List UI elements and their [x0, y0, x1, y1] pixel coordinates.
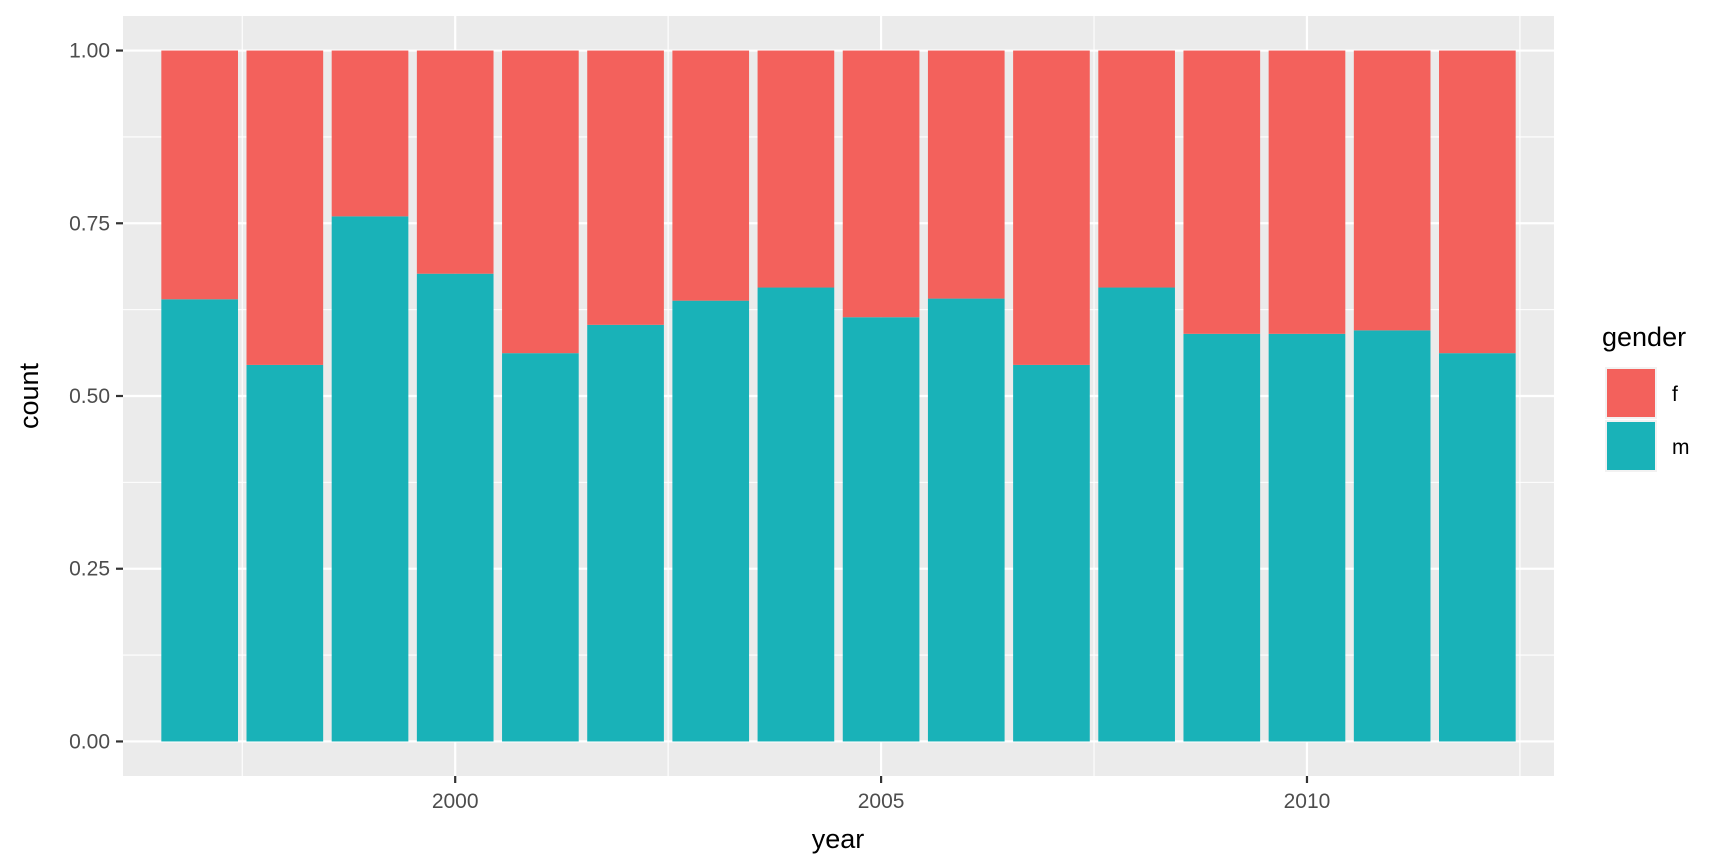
bar-m-1997: [161, 299, 238, 742]
bar-f-1999: [331, 50, 409, 217]
y-tick-label: 0.00: [69, 730, 110, 753]
bar-m-2010: [1268, 333, 1346, 742]
y-axis-title: count: [14, 362, 44, 429]
bar-f-2007: [1013, 50, 1090, 365]
y-tick-label: 0.75: [69, 212, 110, 235]
legend-label-m: m: [1672, 436, 1690, 459]
y-axis: 0.00 0.25 0.50 0.75 1.00: [69, 40, 123, 753]
y-tick-label: 0.50: [69, 385, 110, 408]
bar-m-2008: [1098, 287, 1175, 742]
legend-label-f: f: [1672, 383, 1678, 406]
bar-f-2001: [502, 50, 579, 354]
bar-m-1999: [331, 216, 409, 742]
bar-f-2002: [587, 50, 664, 325]
bar-m-2003: [672, 300, 750, 742]
bar-f-2006: [927, 50, 1005, 299]
bar-f-2012: [1439, 50, 1516, 354]
bar-m-2012: [1439, 353, 1516, 742]
y-tick-label: 1.00: [69, 40, 110, 63]
bar-f-2003: [672, 50, 750, 301]
x-tick-label: 2000: [432, 790, 479, 813]
legend-title: gender: [1602, 322, 1686, 352]
bar-m-2004: [757, 287, 835, 742]
x-axis-title: year: [812, 824, 865, 854]
bars: [161, 50, 1516, 742]
bar-f-2000: [416, 50, 494, 274]
bar-m-2000: [416, 273, 494, 742]
bar-f-2011: [1353, 50, 1431, 331]
bar-m-2002: [587, 324, 664, 742]
bar-f-2005: [842, 50, 920, 318]
x-axis: 2000 2005 2010: [432, 776, 1331, 813]
legend-swatch-m: [1607, 422, 1655, 470]
bar-f-2010: [1268, 50, 1346, 334]
bar-m-2006: [927, 298, 1005, 742]
bar-f-1997: [161, 50, 238, 300]
bar-m-2001: [502, 353, 579, 742]
bar-m-2005: [842, 317, 920, 742]
x-tick-label: 2005: [858, 790, 905, 813]
bar-m-1998: [246, 364, 324, 742]
legend-swatch-f: [1607, 369, 1655, 417]
x-tick-label: 2010: [1284, 790, 1331, 813]
y-tick-label: 0.25: [69, 558, 110, 581]
bar-f-2008: [1098, 50, 1175, 288]
bar-m-2007: [1013, 364, 1090, 742]
bar-m-2009: [1183, 333, 1261, 742]
bar-f-2004: [757, 50, 835, 288]
legend: gender f m: [1602, 322, 1690, 472]
bar-m-2011: [1353, 330, 1431, 742]
bar-f-2009: [1183, 50, 1261, 334]
bar-f-1998: [246, 50, 324, 365]
